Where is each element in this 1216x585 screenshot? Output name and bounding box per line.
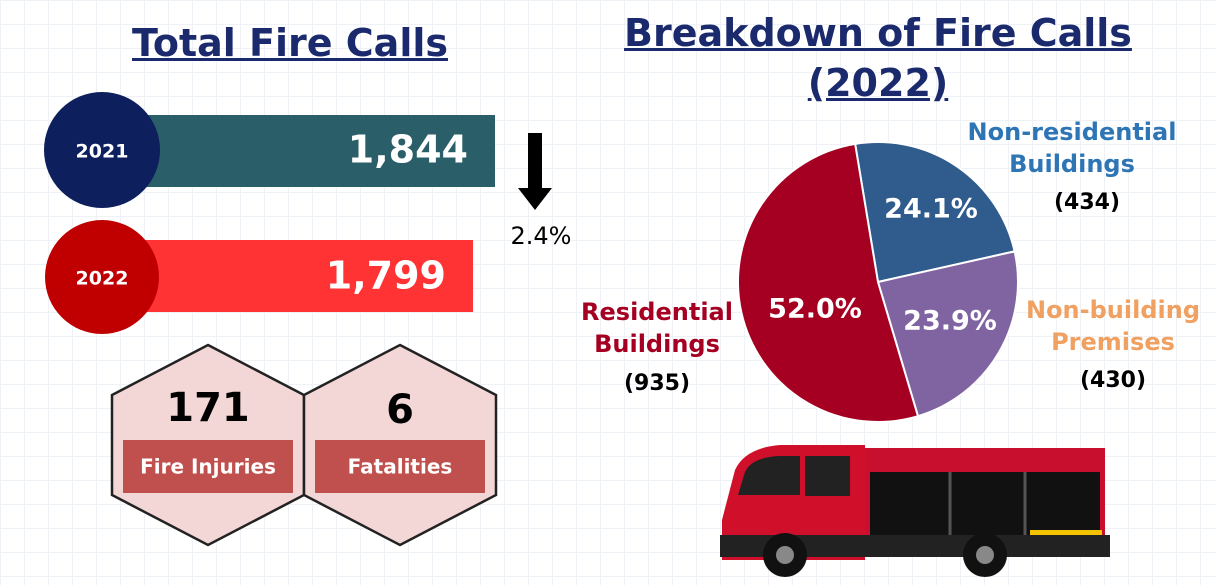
stat-label: Fatalities bbox=[348, 455, 453, 479]
fire-truck bbox=[720, 445, 1110, 577]
stat-label: Fire Injuries bbox=[140, 455, 276, 479]
change-label: 2.4% bbox=[511, 222, 572, 250]
category-count: (935) bbox=[624, 371, 690, 396]
pie-title: Breakdown of Fire Calls (2022) bbox=[624, 11, 1132, 105]
category-label-line: Premises bbox=[1051, 328, 1175, 356]
category-count: (430) bbox=[1080, 368, 1146, 393]
down-arrow bbox=[518, 133, 552, 210]
category-label-line: Buildings bbox=[594, 330, 720, 358]
left-title: Total Fire Calls bbox=[132, 21, 448, 65]
year-circle bbox=[45, 220, 159, 334]
calls-value: 1,799 bbox=[326, 254, 446, 298]
stat-box bbox=[123, 440, 293, 493]
year-circle bbox=[44, 92, 160, 208]
stat-value: 171 bbox=[166, 385, 250, 431]
category-label: Residential Buildings bbox=[581, 298, 733, 358]
bar-2022 bbox=[100, 240, 473, 312]
year-label: 2021 bbox=[76, 141, 129, 163]
calls-value: 1,844 bbox=[348, 128, 468, 172]
category-label: Non-residential Buildings bbox=[968, 118, 1177, 178]
pie-slice bbox=[876, 250, 1019, 418]
category-count: (434) bbox=[1054, 190, 1120, 215]
year-label: 2022 bbox=[76, 268, 129, 290]
slice-value-label: 23.9% bbox=[903, 306, 997, 337]
bar-2021 bbox=[100, 115, 495, 187]
stat-value: 6 bbox=[386, 387, 414, 433]
stat-box bbox=[315, 440, 485, 493]
slice-value-label: 24.1% bbox=[884, 194, 978, 225]
category-label-line: Non-building bbox=[1026, 296, 1200, 324]
pie-slice bbox=[853, 141, 1016, 284]
slice-value-label: 52.0% bbox=[768, 294, 862, 325]
pie-slice bbox=[737, 142, 920, 423]
category-label: Non-building Premises bbox=[1026, 296, 1200, 356]
category-label-line: Buildings bbox=[1009, 150, 1135, 178]
category-label-line: Residential bbox=[581, 298, 733, 326]
category-label-line: Non-residential bbox=[968, 118, 1177, 146]
